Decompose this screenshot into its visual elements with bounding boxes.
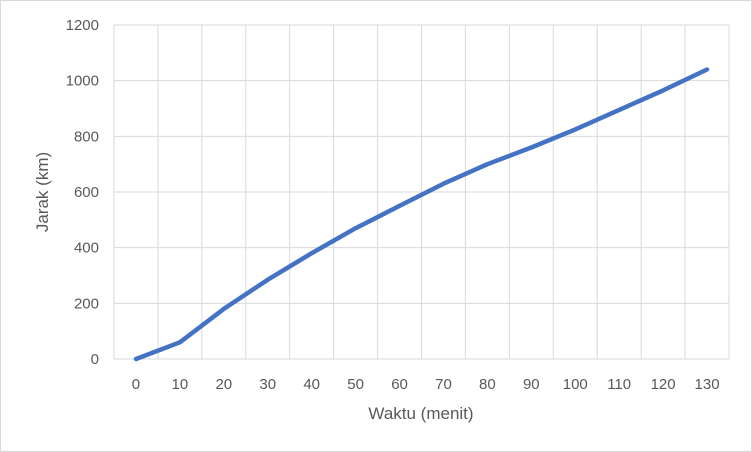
y-tick-label: 400: [74, 240, 99, 257]
y-tick-label: 0: [91, 351, 99, 368]
x-tick-label: 90: [523, 376, 540, 393]
x-axis-ticks: 0 10 20 30 40 50 60 70 80 90 100 110 120 130: [132, 376, 720, 393]
y-tick-label: 1200: [66, 17, 99, 34]
x-tick-label: 50: [347, 376, 364, 393]
y-axis-ticks: 0 200 400 600 800 1000 1200: [66, 17, 99, 368]
grid-lines: [113, 24, 730, 360]
series-group: [133, 67, 710, 362]
x-tick-label: 130: [695, 376, 720, 393]
y-tick-label: 800: [74, 128, 99, 145]
x-tick-label: 30: [259, 376, 276, 393]
x-tick-label: 100: [563, 376, 588, 393]
x-tick-label: 0: [132, 376, 140, 393]
y-tick-label: 600: [74, 184, 99, 201]
x-tick-label: 20: [215, 376, 232, 393]
x-tick-label: 60: [391, 376, 408, 393]
y-axis-title: Jarak (km): [33, 152, 52, 232]
x-tick-label: 40: [303, 376, 320, 393]
x-tick-label: 110: [607, 376, 631, 393]
series-line: [133, 67, 710, 362]
x-axis-title: Waktu (menit): [368, 404, 473, 423]
x-tick-label: 80: [479, 376, 496, 393]
y-tick-label: 200: [74, 295, 99, 312]
y-tick-label: 1000: [66, 73, 99, 90]
x-tick-label: 70: [435, 376, 452, 393]
x-tick-label: 10: [172, 376, 189, 393]
x-tick-label: 120: [651, 376, 676, 393]
